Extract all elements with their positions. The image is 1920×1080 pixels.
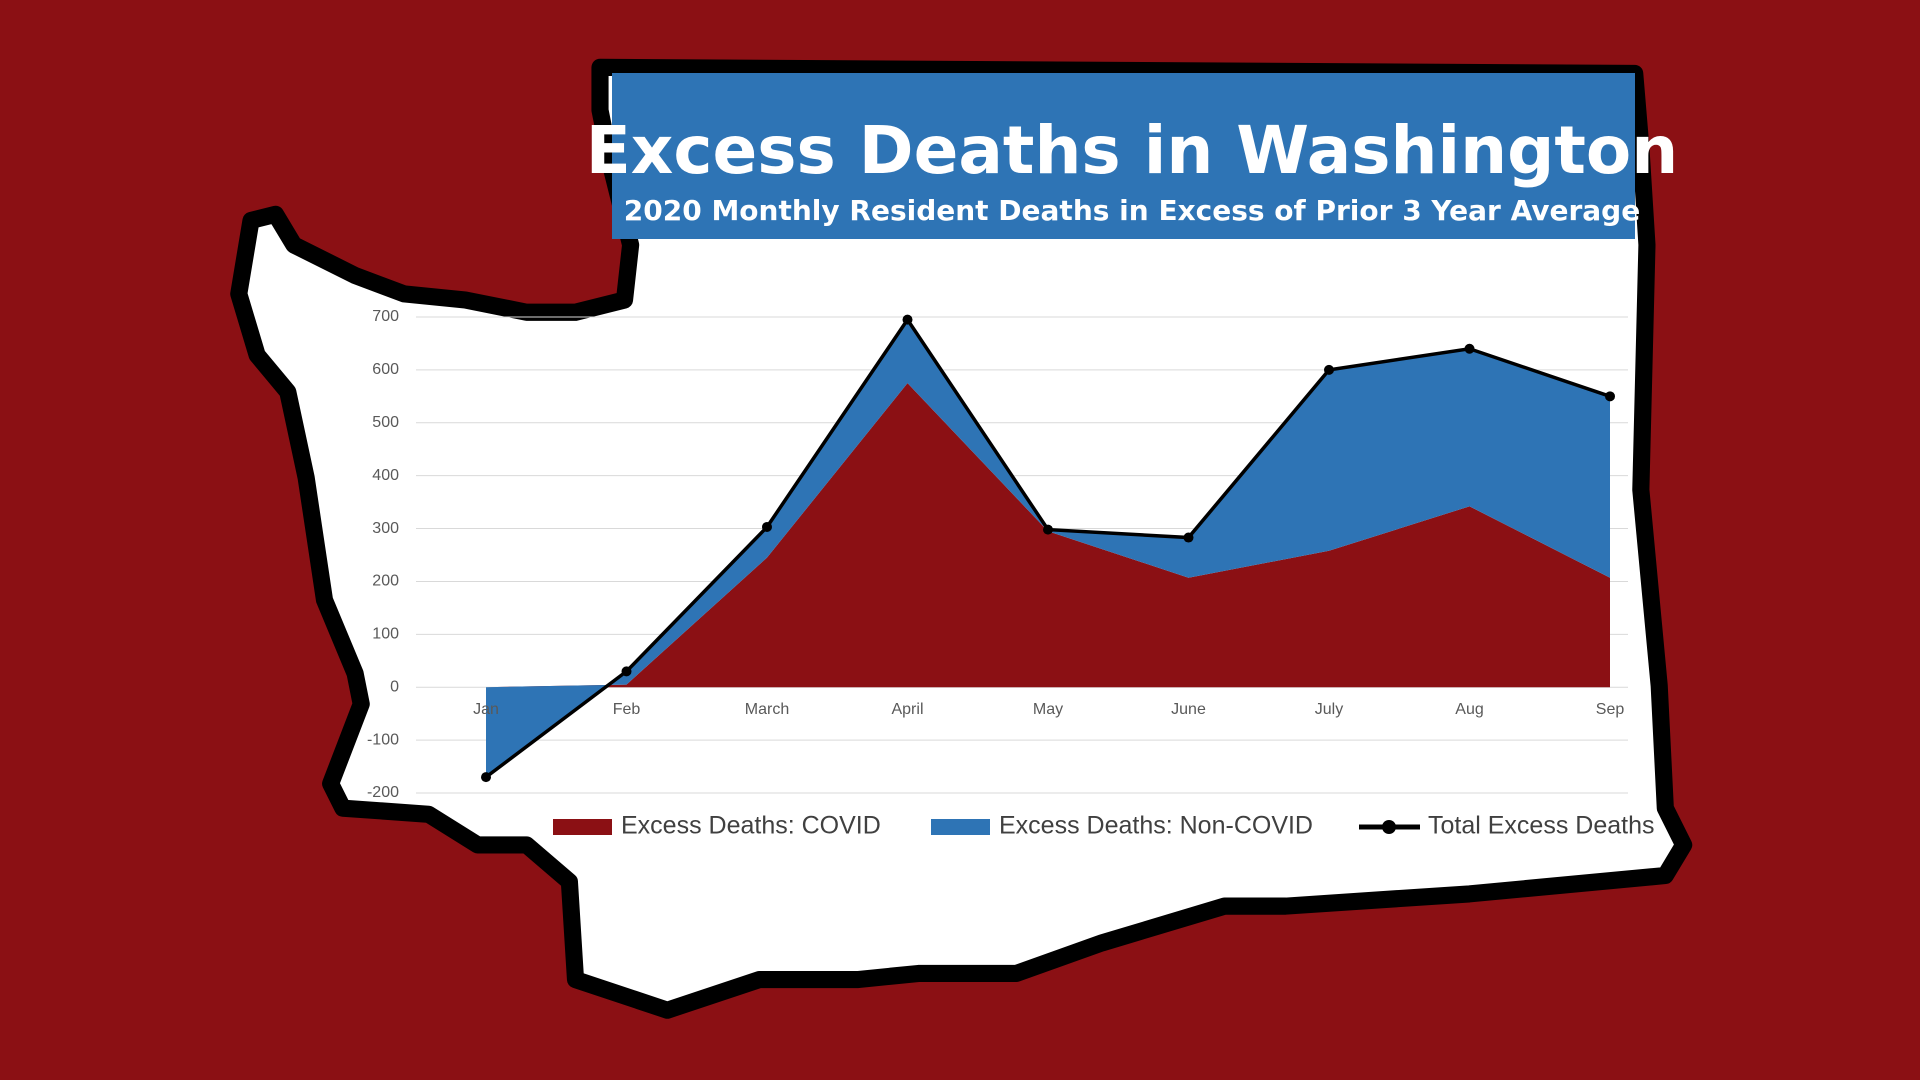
chart-title: Excess Deaths in Washington (586, 112, 1679, 189)
y-tick-label: 0 (390, 678, 399, 695)
x-tick-label: Sep (1596, 701, 1625, 718)
line-marker (1324, 364, 1334, 375)
legend-label: Total Excess Deaths (1428, 812, 1655, 840)
x-tick-label: Feb (613, 701, 641, 718)
area (486, 383, 1610, 688)
legend-label: Excess Deaths: Non-COVID (999, 812, 1313, 840)
y-tick-label: 300 (372, 520, 399, 537)
y-tick-label: 500 (372, 414, 399, 431)
line-marker (762, 521, 772, 532)
x-tick-label: April (891, 701, 923, 718)
y-tick-label: 600 (372, 361, 399, 378)
area (486, 319, 1610, 778)
x-tick-label: June (1171, 701, 1206, 718)
line-marker (1183, 532, 1194, 543)
legend-swatch (553, 819, 612, 835)
line-marker (1605, 391, 1615, 402)
x-tick-label: Jan (473, 701, 499, 718)
y-tick-label: 700 (372, 308, 399, 325)
line-marker (481, 772, 491, 783)
legend-swatch (931, 819, 990, 835)
y-tick-label: 200 (372, 573, 399, 590)
legend-label: Excess Deaths: COVID (621, 812, 881, 840)
line-marker (902, 314, 913, 325)
plot-area: -200 -100 0 100 200 300 400 500 600 700 Jan Feb Marc… (367, 308, 1655, 839)
chart-subtitle: 2020 Monthly Resident Deaths in Excess o… (624, 194, 1640, 227)
x-tick-label: March (745, 701, 789, 718)
line-marker (621, 666, 632, 677)
legend-marker (1382, 820, 1396, 834)
y-tick-label: 100 (372, 626, 399, 643)
line-marker (1464, 343, 1475, 354)
header-band (612, 73, 1635, 239)
x-tick-label: May (1033, 701, 1063, 718)
y-tick-label: -100 (367, 731, 399, 748)
y-tick-label: 400 (372, 467, 399, 484)
y-tick-label: -200 (367, 784, 399, 801)
x-tick-label: Aug (1455, 701, 1483, 718)
x-tick-label: July (1315, 701, 1343, 718)
line-marker (1043, 524, 1053, 535)
